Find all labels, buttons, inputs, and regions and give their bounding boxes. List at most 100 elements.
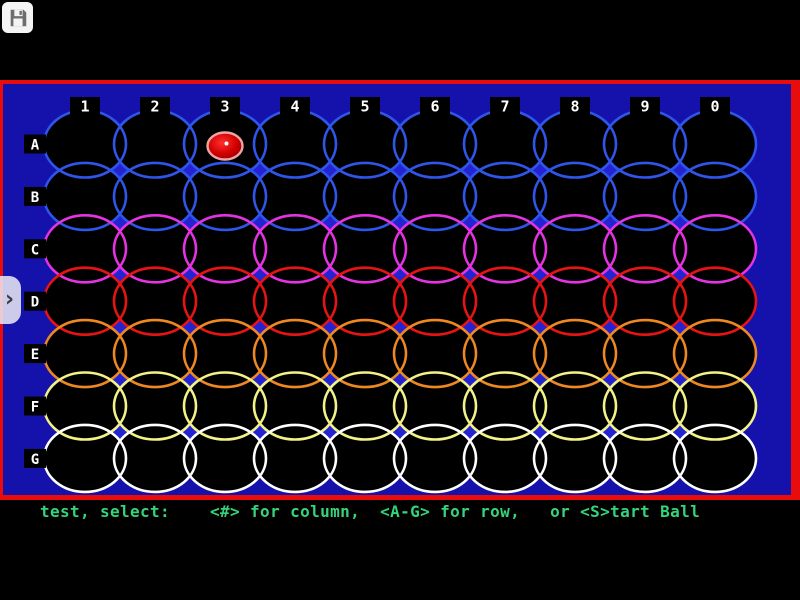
cell-fill bbox=[254, 215, 336, 283]
row-label: F bbox=[31, 400, 39, 416]
row-label-box bbox=[24, 291, 46, 311]
cell-fill bbox=[464, 162, 546, 230]
cell-ring bbox=[252, 266, 338, 336]
column-header: 4 bbox=[290, 98, 299, 116]
cell-fill bbox=[324, 267, 406, 335]
cell-ring bbox=[112, 161, 198, 232]
cell-ring bbox=[392, 214, 478, 284]
chevron-right-icon: › bbox=[4, 287, 15, 312]
game-board[interactable]: 1 2 3 4 5 6 7 8 9 0 A B C D E F G bbox=[3, 84, 791, 495]
cell-fill bbox=[324, 110, 406, 178]
cell-fill bbox=[184, 215, 266, 283]
cell-fill bbox=[184, 424, 266, 492]
cell-fill bbox=[114, 372, 196, 440]
column-header-box bbox=[630, 97, 660, 115]
cell-ring bbox=[182, 371, 268, 441]
row-label: D bbox=[31, 295, 39, 311]
row-label: G bbox=[31, 452, 39, 468]
cell-ring bbox=[602, 318, 688, 389]
column-header: 0 bbox=[710, 98, 719, 116]
cell-fill bbox=[674, 424, 756, 492]
cell-fill bbox=[324, 372, 406, 440]
cell-fill bbox=[324, 215, 406, 283]
cell-fill bbox=[254, 110, 336, 178]
cell-fill bbox=[254, 267, 336, 335]
column-header-box bbox=[560, 97, 590, 115]
cell-ring bbox=[462, 214, 548, 284]
cell-ring bbox=[532, 423, 618, 494]
cell-ring bbox=[532, 318, 618, 389]
cell-fill bbox=[604, 372, 686, 440]
save-button[interactable] bbox=[2, 2, 33, 33]
cell-fill bbox=[534, 320, 616, 388]
cell-fill bbox=[534, 267, 616, 335]
cell-fill bbox=[534, 424, 616, 492]
column-header: 1 bbox=[80, 98, 89, 116]
row-label-box bbox=[24, 396, 46, 416]
cell-fill bbox=[604, 110, 686, 178]
column-header-box bbox=[420, 97, 450, 115]
column-header: 2 bbox=[150, 98, 159, 116]
cell-fill bbox=[44, 215, 126, 283]
cell-ring bbox=[532, 161, 618, 232]
cell-fill bbox=[394, 320, 476, 388]
row-label-box bbox=[24, 448, 46, 468]
cell-ring bbox=[392, 423, 478, 494]
cell-fill bbox=[44, 162, 126, 230]
cell-fill bbox=[184, 162, 266, 230]
cell-ring bbox=[322, 318, 408, 389]
cell-ring bbox=[532, 214, 618, 284]
row-label-box bbox=[24, 186, 46, 206]
cell-ring bbox=[112, 266, 198, 336]
cell-ring bbox=[322, 266, 408, 336]
cell-fill bbox=[604, 215, 686, 283]
cell-ring bbox=[182, 214, 268, 284]
cell-fill bbox=[464, 424, 546, 492]
game-screen[interactable]: 1 2 3 4 5 6 7 8 9 0 A B C D E F G bbox=[0, 80, 800, 500]
top-bar bbox=[0, 0, 800, 80]
cell-ring bbox=[532, 371, 618, 441]
cell-fill bbox=[184, 372, 266, 440]
cell-ring bbox=[182, 423, 268, 494]
cell-ring bbox=[532, 266, 618, 336]
cell-fill bbox=[44, 267, 126, 335]
cell-ring bbox=[672, 161, 758, 232]
row-label: B bbox=[31, 190, 39, 206]
cell-ring bbox=[252, 161, 338, 232]
cell-ring bbox=[392, 371, 478, 441]
cell-fill bbox=[44, 320, 126, 388]
cell-ring bbox=[112, 214, 198, 284]
column-header: 5 bbox=[360, 98, 369, 116]
cell-fill bbox=[254, 320, 336, 388]
cell-ring bbox=[462, 161, 548, 232]
ball bbox=[206, 131, 244, 161]
cell-ring bbox=[252, 318, 338, 389]
column-header: 6 bbox=[430, 98, 439, 116]
cell-ring bbox=[322, 371, 408, 441]
cell-ring bbox=[322, 214, 408, 284]
cell-fill bbox=[604, 424, 686, 492]
cell-fill bbox=[114, 110, 196, 178]
cell-ring bbox=[322, 423, 408, 494]
cell-fill bbox=[254, 162, 336, 230]
cell-fill bbox=[44, 110, 126, 178]
cell-fill bbox=[394, 372, 476, 440]
cell-fill bbox=[464, 372, 546, 440]
cell-fill bbox=[394, 424, 476, 492]
cell-ring bbox=[602, 371, 688, 441]
column-header-box bbox=[210, 97, 240, 115]
cell-fill bbox=[534, 372, 616, 440]
cell-ring bbox=[602, 266, 688, 336]
row-label-box bbox=[24, 344, 46, 364]
cell-fill bbox=[464, 320, 546, 388]
cell-ring bbox=[462, 266, 548, 336]
cell-fill bbox=[674, 162, 756, 230]
cell-fill bbox=[324, 424, 406, 492]
cell-fill bbox=[674, 320, 756, 388]
column-header-box bbox=[490, 97, 520, 115]
cell-fill bbox=[324, 320, 406, 388]
cell-ring bbox=[672, 266, 758, 336]
cell-ring bbox=[392, 161, 478, 232]
sidebar-toggle-button[interactable]: › bbox=[0, 276, 21, 324]
cell-fill bbox=[534, 215, 616, 283]
